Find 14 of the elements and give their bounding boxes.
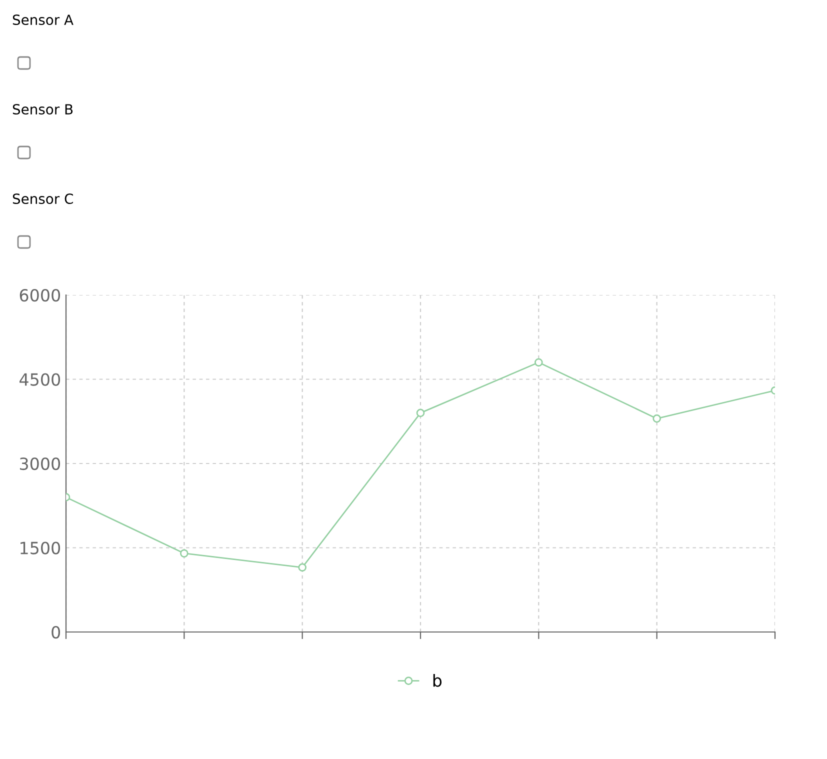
point bbox=[298, 563, 306, 572]
y-tick-label: 3000 bbox=[20, 457, 60, 470]
text: Sensor A bbox=[12, 14, 74, 26]
legend-label: b bbox=[433, 674, 442, 687]
text: Sensor C bbox=[12, 194, 73, 204]
y-tick-label: 4500 bbox=[20, 373, 60, 386]
text: Sensor B bbox=[12, 104, 73, 115]
point bbox=[416, 408, 425, 418]
y-tick-label: 1500 bbox=[20, 542, 60, 554]
point bbox=[180, 549, 188, 558]
point bbox=[534, 358, 543, 367]
y-tick-label: 0 bbox=[52, 626, 60, 639]
point bbox=[652, 414, 661, 423]
y-tick-label: 6000 bbox=[20, 288, 60, 302]
